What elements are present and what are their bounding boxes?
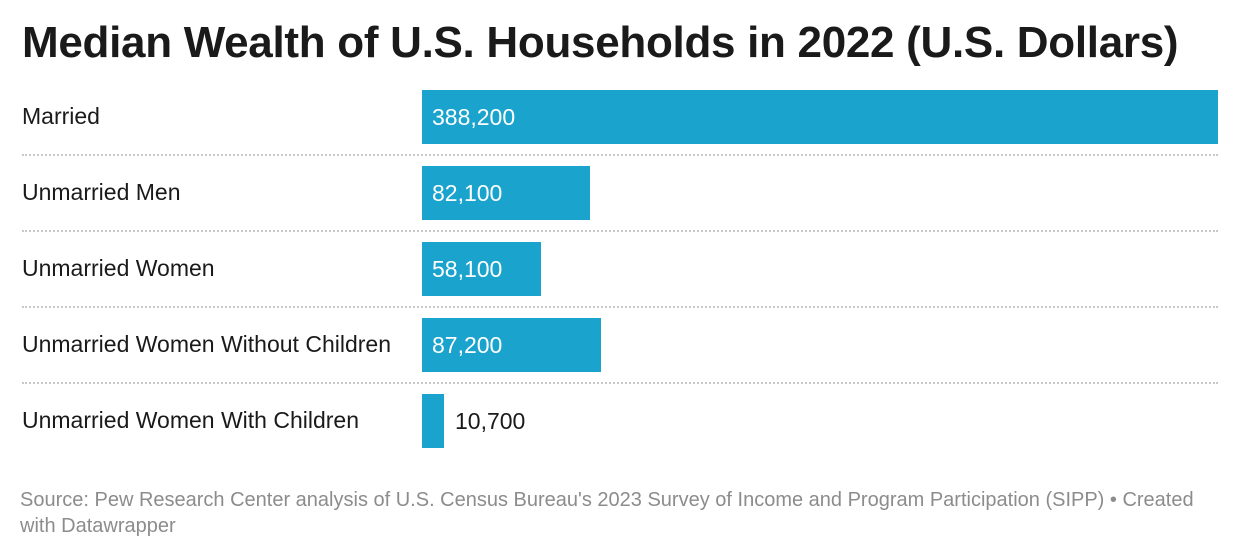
bar: [422, 394, 444, 448]
bar: [422, 90, 1218, 144]
row-separator: [22, 306, 1218, 308]
bar: [422, 242, 541, 296]
value-label: 82,100: [432, 180, 503, 206]
bar: [422, 166, 590, 220]
source-note: Source: Pew Research Center analysis of …: [20, 489, 1194, 537]
value-label: 388,200: [432, 104, 516, 130]
bar-row: Unmarried Women 58,100: [0, 240, 1240, 316]
row-separator: [22, 154, 1218, 156]
bar-chart: Married 388,200 Unmarried Men 82,100 Unmarri…: [0, 88, 1240, 468]
value-label: 10,700: [455, 408, 526, 434]
category-label: Married: [22, 103, 100, 129]
value-label: 87,200: [432, 332, 503, 358]
category-label: Unmarried Women Without Children: [22, 331, 391, 357]
category-label: Unmarried Women With Children: [22, 407, 360, 433]
category-label: Unmarried Women: [22, 255, 215, 281]
value-label: 58,100: [432, 256, 503, 282]
category-label: Unmarried Men: [22, 179, 181, 205]
bar: [422, 318, 601, 372]
row-separator: [22, 230, 1218, 232]
row-separator: [22, 382, 1218, 384]
bar-row: Unmarried Men 82,100: [0, 164, 1240, 240]
bar-row: Married 388,200: [0, 88, 1240, 164]
chart-title: Median Wealth of U.S. Households in 2022…: [22, 18, 1179, 67]
bar-row: Unmarried Women With Children 10,700: [0, 392, 1240, 468]
bar-row: Unmarried Women Without Children 87,200: [0, 316, 1240, 392]
